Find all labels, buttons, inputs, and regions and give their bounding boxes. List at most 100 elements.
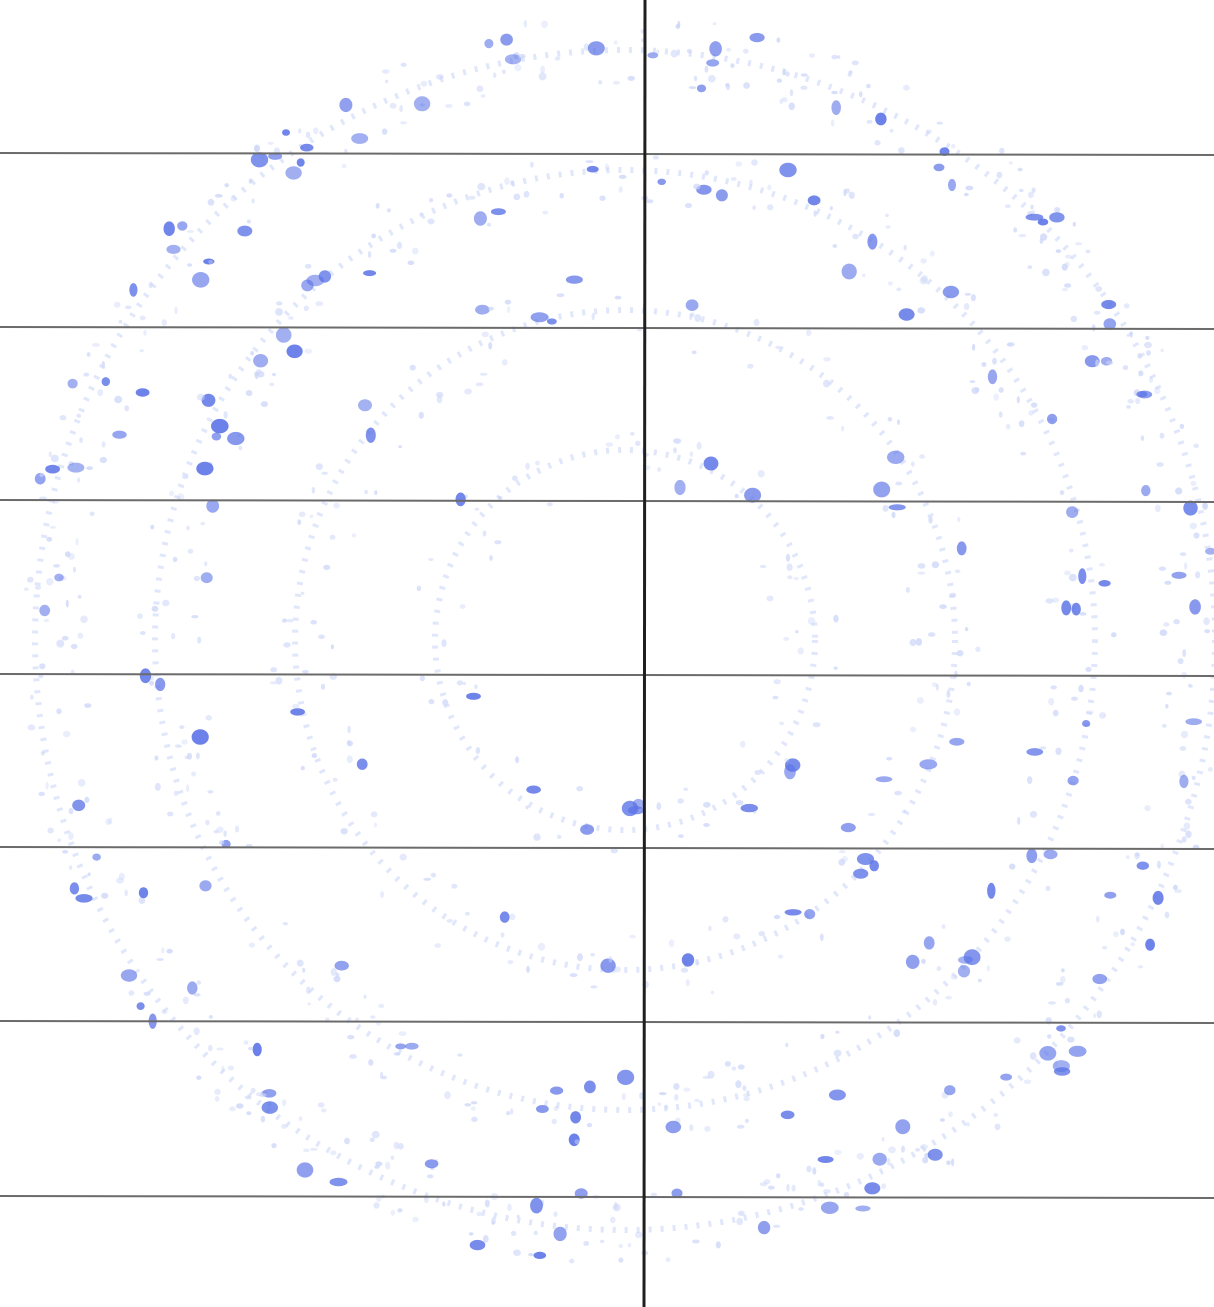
speckle: [101, 377, 111, 387]
speckle: [168, 490, 175, 497]
speckle: [208, 259, 214, 264]
speckle: [504, 177, 510, 185]
speckle: [101, 892, 109, 899]
speckle: [507, 306, 511, 314]
speckle: [389, 248, 397, 253]
speckle: [476, 1211, 483, 1217]
speckle: [151, 605, 159, 612]
speckle: [281, 1123, 287, 1129]
speckle: [177, 493, 185, 502]
speckle: [614, 966, 621, 973]
speckle: [685, 299, 699, 312]
speckle: [304, 263, 312, 269]
speckle: [1158, 566, 1166, 571]
speckle: [763, 1179, 771, 1185]
speckle: [248, 178, 253, 184]
speckle: [537, 942, 546, 951]
speckle: [753, 318, 760, 327]
speckle: [471, 1116, 478, 1123]
speckle: [65, 599, 69, 608]
speckle: [819, 933, 824, 942]
speckle: [381, 1075, 387, 1080]
speckle: [139, 668, 152, 684]
speckle: [1082, 720, 1091, 727]
diffraction-ring: [32, 47, 1214, 1233]
speckle: [442, 699, 449, 706]
speckle: [1027, 776, 1033, 784]
speckle: [696, 441, 702, 450]
speckle: [886, 756, 893, 761]
speckle: [459, 604, 466, 609]
speckle: [692, 1239, 700, 1244]
speckle: [413, 96, 431, 112]
speckle: [806, 1165, 812, 1173]
speckle: [436, 395, 443, 404]
speckle: [321, 1108, 327, 1113]
speckle: [67, 378, 78, 389]
speckle: [953, 708, 961, 716]
speckle: [551, 1118, 557, 1125]
speckle: [784, 764, 796, 780]
speckle: [838, 850, 846, 854]
speckle: [773, 679, 781, 685]
speckle: [1056, 1025, 1066, 1032]
speckle: [506, 1111, 510, 1116]
speckle: [1111, 632, 1117, 638]
speckle: [779, 162, 797, 178]
speckle: [744, 1118, 750, 1123]
speckle: [523, 20, 528, 28]
speckle: [1183, 822, 1191, 830]
speckle: [480, 94, 486, 98]
speckle: [530, 312, 549, 323]
speckle: [671, 1188, 683, 1198]
speckle: [428, 558, 434, 561]
speckle: [964, 627, 969, 632]
speckle: [418, 411, 424, 419]
speckle: [688, 86, 697, 90]
speckle: [1065, 254, 1073, 259]
speckle: [1018, 420, 1025, 428]
speckle: [1179, 746, 1187, 751]
speckle: [743, 1096, 750, 1102]
speckle: [1030, 204, 1034, 210]
speckle: [219, 840, 225, 845]
speckle: [330, 968, 337, 976]
speckle: [998, 387, 1004, 393]
speckle: [333, 975, 341, 983]
speckle: [740, 803, 758, 813]
speckle: [464, 911, 470, 916]
speckle: [271, 1143, 277, 1149]
speckle: [784, 909, 802, 916]
speckle: [108, 817, 113, 825]
speckle: [494, 540, 502, 545]
speckle: [349, 1054, 357, 1059]
speckle: [167, 811, 174, 817]
speckle: [502, 69, 506, 75]
speckle: [1126, 855, 1130, 860]
speckle: [657, 178, 666, 185]
speckle: [99, 456, 107, 464]
speckle: [1136, 861, 1150, 870]
speckle: [950, 974, 958, 980]
speckle: [674, 479, 686, 496]
speckle: [1064, 997, 1070, 1004]
speckle: [358, 399, 372, 412]
speckle: [475, 304, 490, 315]
speckle: [1138, 370, 1144, 377]
speckle: [712, 22, 717, 26]
speckle: [1068, 1045, 1087, 1057]
speckle: [196, 461, 214, 476]
speckle: [735, 1080, 742, 1089]
speckle: [245, 390, 253, 397]
speckle: [138, 887, 149, 899]
speckle: [1183, 500, 1198, 516]
speckle: [1037, 218, 1049, 226]
speckle: [154, 755, 159, 761]
speckle: [363, 994, 367, 999]
speckle: [848, 70, 853, 74]
speckle: [112, 430, 127, 439]
speckle: [841, 263, 857, 280]
speckle: [140, 631, 146, 635]
speckle: [1104, 891, 1117, 899]
speckle: [841, 856, 848, 862]
